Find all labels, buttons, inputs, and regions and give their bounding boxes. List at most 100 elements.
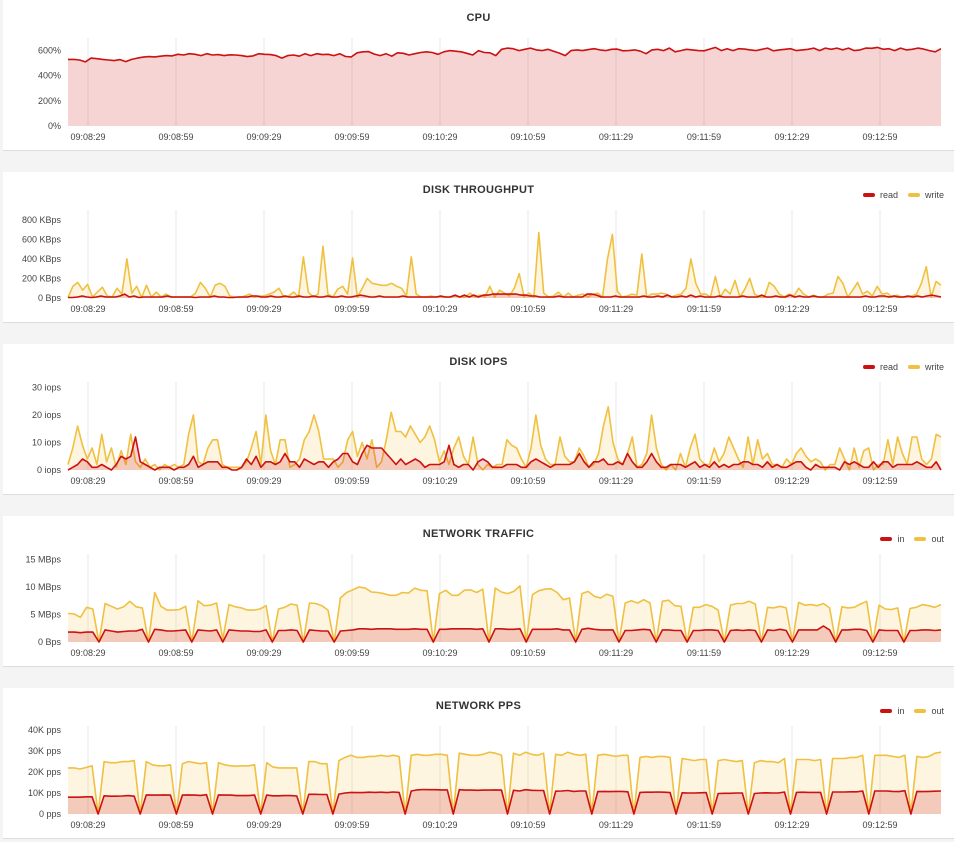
x-tick-label: 09:10:29 [422,132,457,142]
series-line-write [67,231,942,299]
chart-title: DISK IOPS [449,356,508,368]
chart-cpu[interactable]: 0% 200% 400% 600% 09:08:29 09:08:59 09:09:29 09… [3,0,954,150]
x-tick-label: 09:12:59 [862,820,897,830]
x-tick-label: 09:09:29 [246,820,281,830]
series-line-out [67,585,942,643]
x-tick-label: 09:09:59 [334,304,369,314]
x-tick-label: 09:12:29 [774,648,809,658]
legend-item-out[interactable]: out [914,706,944,716]
legend-item-in[interactable]: in [880,706,904,716]
x-tick-label: 09:09:29 [246,476,281,486]
legend-label: out [931,706,944,716]
x-tick-label: 09:11:59 [687,476,721,486]
y-tick-label: 600% [38,46,61,56]
x-tick-label: 09:08:29 [70,132,105,142]
x-tick-label: 09:11:59 [687,304,721,314]
y-tick-label: 30 iops [32,383,62,393]
legend-label: read [879,190,898,200]
legend: in out [870,534,944,544]
x-tick-label: 09:11:29 [599,304,633,314]
legend-item-read[interactable]: read [862,362,898,372]
y-tick-label: 0 Bps [38,637,62,647]
y-tick-label: 30K pps [28,746,62,756]
legend-swatch-icon [862,365,875,369]
x-tick-label: 09:12:59 [862,304,897,314]
x-tick-label: 09:09:59 [334,648,369,658]
y-tick-label: 10K pps [28,788,62,798]
x-tick-label: 09:11:29 [599,820,633,830]
x-tick-label: 09:10:59 [510,132,545,142]
x-tick-label: 09:11:29 [599,476,633,486]
y-tick-label: 600 KBps [22,234,62,244]
x-tick-label: 09:08:29 [70,304,105,314]
panel-disk-iops: DISK IOPS read write 0 iops 10 iops 20 iop… [3,344,954,495]
x-tick-label: 09:10:59 [510,820,545,830]
x-tick-label: 09:10:59 [510,648,545,658]
x-tick-label: 09:08:29 [70,648,105,658]
x-tick-label: 09:08:59 [158,820,193,830]
y-tick-label: 800 KBps [22,215,62,225]
x-tick-label: 09:08:59 [158,648,193,658]
x-tick-label: 09:12:29 [774,476,809,486]
chart-disk-iops[interactable]: 0 iops 10 iops 20 iops 30 iops 09:08:29 09:08… [3,344,954,494]
series-area-cpu [68,47,941,126]
legend-item-write[interactable]: write [907,362,944,372]
legend: in out [870,706,944,716]
x-tick-label: 09:10:29 [422,304,457,314]
legend-swatch-icon [914,709,927,713]
y-tick-label: 5 MBps [30,610,61,620]
legend: read write [853,362,944,372]
x-tick-label: 09:08:29 [70,820,105,830]
y-tick-label: 400% [38,71,61,81]
chart-title: DISK THROUGHPUT [422,184,535,196]
x-tick-label: 09:12:29 [774,820,809,830]
series-line-read [67,436,942,471]
panel-network-pps: NETWORK PPS in out 0 pps 10K pps 20K pps 30… [3,688,954,839]
series-line-in [68,625,942,643]
series-line-out [68,751,942,815]
x-tick-label: 09:08:59 [158,132,193,142]
x-tick-label: 09:09:29 [246,648,281,658]
legend-item-write[interactable]: write [907,190,944,200]
x-tick-label: 09:12:29 [774,132,809,142]
legend-item-in[interactable]: in [880,534,904,544]
x-tick-label: 09:08:29 [70,476,105,486]
chart-network-pps[interactable]: 0 pps 10K pps 20K pps 30K pps 40K pps 09:08:2… [3,688,954,838]
y-tick-label: 0 iops [37,465,62,475]
x-tick-label: 09:10:59 [510,476,545,486]
y-tick-label: 0 pps [39,809,62,819]
series-line-read [68,293,942,299]
legend-swatch-icon [914,537,927,541]
legend-item-read[interactable]: read [862,190,898,200]
series-area-out [68,752,941,814]
x-tick-label: 09:11:59 [687,132,721,142]
legend-item-out[interactable]: out [914,534,944,544]
x-tick-label: 09:10:29 [422,476,457,486]
y-tick-label: 40K pps [28,725,62,735]
x-tick-label: 09:12:29 [774,304,809,314]
chart-title: NETWORK TRAFFIC [422,528,535,540]
x-tick-label: 09:08:59 [158,304,193,314]
x-tick-label: 09:10:29 [422,648,457,658]
x-tick-label: 09:10:29 [422,820,457,830]
legend: read write [853,190,944,200]
x-tick-label: 09:11:29 [599,132,633,142]
series-line-cpu [68,46,942,63]
x-tick-label: 09:09:59 [334,132,369,142]
chart-network-traffic[interactable]: 0 Bps 5 MBps 10 MBps 15 MBps 09:08:29 09:08:5… [3,516,954,666]
x-tick-label: 09:11:59 [687,648,721,658]
y-tick-label: 200% [38,96,61,106]
chart-disk-throughput[interactable]: 0 Bps 200 KBps 400 KBps 600 KBps 800 KBps 09:… [3,172,954,322]
x-tick-label: 09:08:59 [158,476,193,486]
legend-swatch-icon [907,365,920,369]
legend-swatch-icon [862,193,875,197]
y-tick-label: 200 KBps [22,273,62,283]
y-tick-label: 400 KBps [22,254,62,264]
y-tick-label: 10 MBps [25,582,61,592]
series-area-write [68,232,941,298]
series-line-in [68,788,942,815]
y-tick-label: 0 Bps [38,293,62,303]
legend-swatch-icon [880,537,893,541]
legend-label: write [924,362,944,372]
x-tick-label: 09:11:59 [687,820,721,830]
